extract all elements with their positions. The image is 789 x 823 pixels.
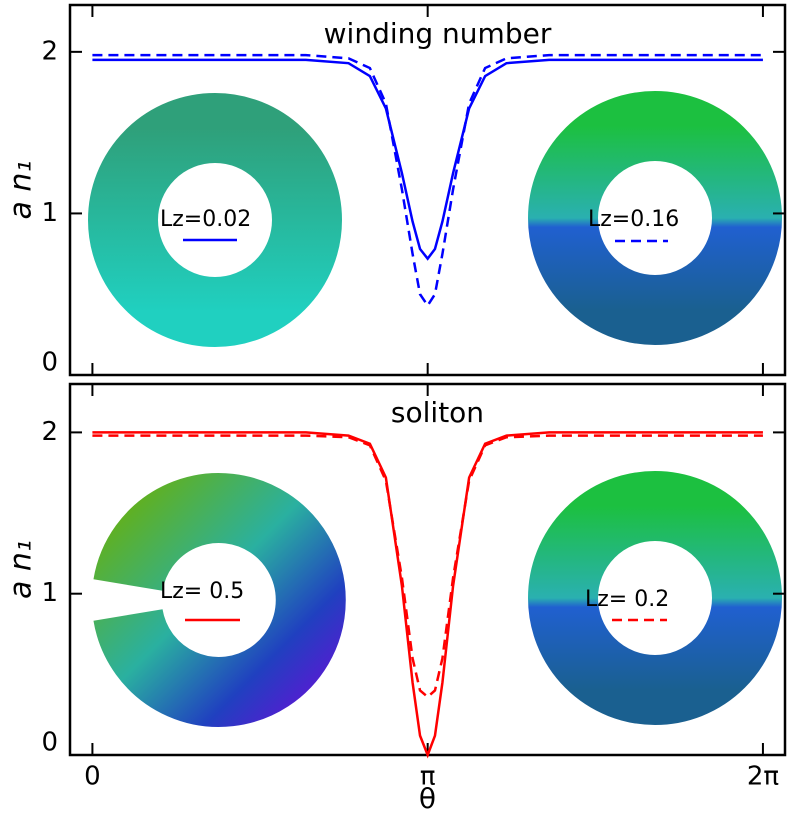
series-line [92, 431, 763, 759]
legend-label: Lz= 0.2 [585, 587, 669, 612]
series-line [92, 434, 763, 699]
panel-title: winding number [324, 17, 552, 50]
series-line [92, 58, 763, 261]
x-tick-label: 0 [84, 762, 101, 792]
y-tick-label: 1 [41, 578, 58, 608]
torus [528, 471, 782, 725]
y-tick-label: 0 [41, 728, 58, 758]
y-tick-label: 2 [41, 36, 58, 66]
y-tick-label: 0 [41, 348, 58, 378]
x-tick-label: 2π [747, 762, 779, 792]
panel-title: soliton [391, 396, 484, 429]
legend-label: Lz= 0.5 [160, 579, 244, 604]
torus [88, 93, 342, 347]
legend-label: Lz=0.16 [588, 207, 679, 232]
y-tick-label: 1 [41, 198, 58, 228]
torus [528, 91, 782, 345]
x-axis-label: θ [419, 782, 436, 815]
legend-label: Lz=0.02 [160, 207, 251, 232]
torus-images [88, 91, 782, 727]
y-tick-label: 2 [41, 417, 58, 447]
x-tick-label: π [420, 762, 436, 792]
y-axis-label: a n₁ [4, 161, 39, 220]
torus [93, 473, 346, 727]
y-axis-label: a n₁ [4, 540, 39, 599]
